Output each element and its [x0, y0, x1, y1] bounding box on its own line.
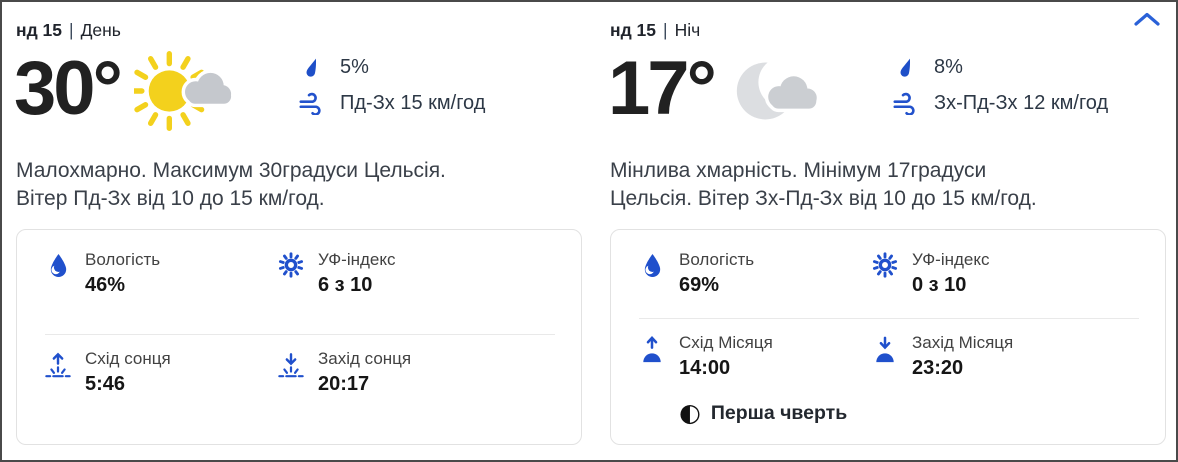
day-wind-value: Пд-Зх 15 км/год [340, 92, 486, 114]
day-summary: Малохмарно. Максимум 30градуси Цельсія. … [16, 159, 446, 210]
day-wind-stat: Пд-Зх 15 км/год [297, 92, 485, 115]
day-sunset-cell: Захід сонця 20:17 [278, 349, 555, 396]
day-details-card: Вологість 46% [16, 229, 582, 445]
uv-index-sun-icon [278, 250, 304, 297]
day-sunrise-cell: Схід сонця 5:46 [45, 349, 278, 396]
moon-phase-label: Перша чверть [710, 401, 848, 424]
humidity-drop-icon [45, 250, 71, 297]
night-date: нд 15 [610, 20, 657, 40]
day-precipitation-stat: 5% [297, 55, 485, 79]
moon-phase-row: ◐ Перша чверть [679, 400, 1139, 432]
day-period-label: День [80, 20, 121, 40]
day-current-conditions: 30° [14, 45, 582, 143]
night-uv-cell: УФ-індекс 0 з 10 [872, 250, 1139, 297]
day-temperature: 30° [14, 46, 123, 131]
sun-behind-cloud-icon [129, 45, 236, 142]
sunrise-icon [45, 349, 71, 396]
night-period-label: Ніч [674, 20, 701, 40]
humidity-drop-icon [639, 250, 665, 297]
night-precipitation-value: 8% [934, 55, 963, 78]
moonset-icon [872, 333, 898, 380]
night-panel: нд 15 | Ніч 17° [608, 18, 1166, 460]
night-temperature: 17° [608, 46, 717, 131]
card-divider [639, 317, 1139, 319]
night-moonrise-cell: Схід Місяця 14:00 [639, 333, 872, 380]
night-summary: Мінлива хмарність. Мінімум 17градуси Цел… [610, 159, 1037, 210]
card-divider [45, 333, 555, 335]
moon-behind-cloud-icon [728, 45, 830, 142]
day-stats: 5% Пд-Зх 15 км/год [297, 55, 485, 115]
wind-icon [297, 92, 325, 115]
day-date: нд 15 [16, 20, 63, 40]
day-precipitation-value: 5% [340, 55, 369, 78]
night-current-conditions: 17° [608, 45, 1166, 143]
night-wind-stat: Зх-Пд-Зх 12 км/год [891, 92, 1108, 115]
night-panel-header: нд 15 | Ніч [610, 20, 1166, 41]
moonrise-icon [639, 333, 665, 380]
day-humidity-cell: Вологість 46% [45, 250, 278, 297]
uv-index-sun-icon [872, 250, 898, 297]
night-moonset-cell: Захід Місяця 23:20 [872, 333, 1139, 380]
collapse-button[interactable] [1128, 7, 1166, 33]
day-panel: нд 15 | День 30° [14, 18, 582, 460]
sunset-icon [278, 349, 304, 396]
night-humidity-cell: Вологість 69% [639, 250, 872, 297]
first-quarter-moon-icon: ◐ [679, 398, 701, 427]
wind-icon [891, 92, 919, 115]
night-wind-value: Зх-Пд-Зх 12 км/год [934, 92, 1109, 114]
chevron-up-icon [1132, 10, 1162, 31]
raindrop-icon [891, 55, 919, 79]
night-details-card: Вологість 69% [610, 229, 1166, 445]
header-separator: | [663, 20, 668, 40]
night-stats: 8% Зх-Пд-Зх 12 км/год [891, 55, 1108, 115]
day-uv-cell: УФ-індекс 6 з 10 [278, 250, 555, 297]
header-separator: | [69, 20, 74, 40]
night-precipitation-stat: 8% [891, 55, 1108, 79]
raindrop-icon [297, 55, 325, 79]
day-panel-header: нд 15 | День [16, 20, 582, 41]
